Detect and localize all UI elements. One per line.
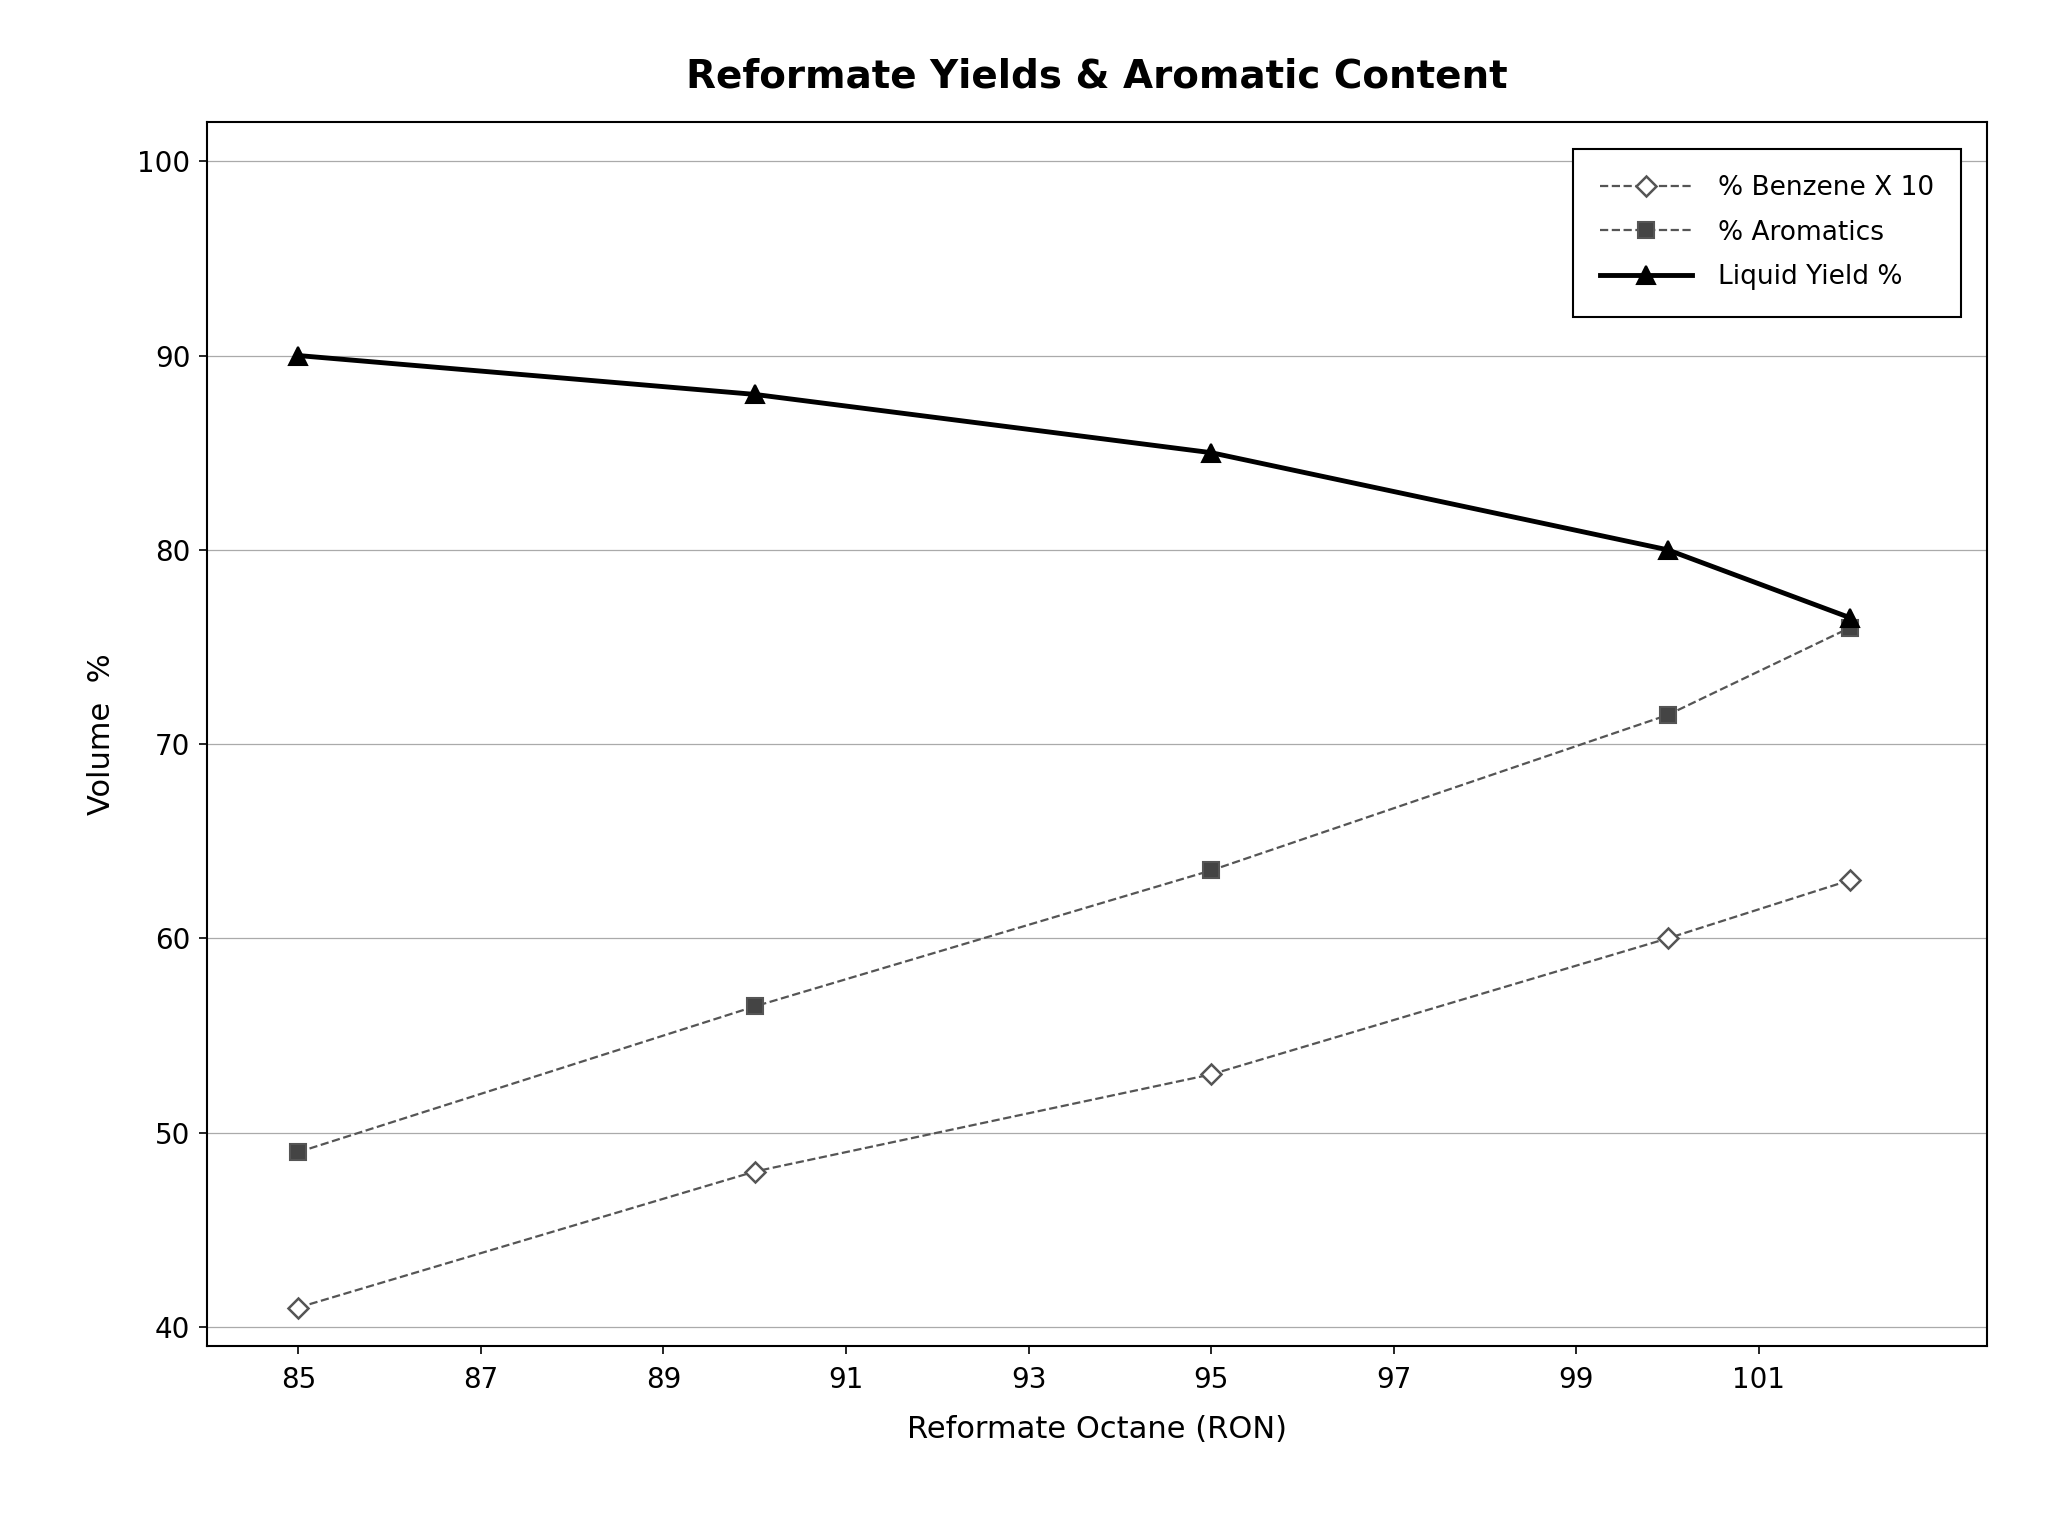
Line: Liquid Yield %: Liquid Yield % — [290, 346, 1859, 627]
% Benzene X 10 — [1199, 1065, 1223, 1083]
Line: % Benzene X 10: % Benzene X 10 — [292, 874, 1857, 1314]
% Aromatics — [1838, 618, 1863, 636]
% Aromatics — [743, 998, 768, 1016]
% Aromatics — [1199, 861, 1223, 880]
% Benzene X 10 — [1656, 929, 1681, 947]
Y-axis label: Volume  %: Volume % — [87, 653, 116, 815]
Liquid Yield % — [1199, 444, 1223, 462]
% Benzene X 10 — [1838, 871, 1863, 889]
Title: Reformate Yields & Aromatic Content: Reformate Yields & Aromatic Content — [687, 58, 1507, 96]
% Aromatics — [1656, 705, 1681, 724]
Liquid Yield % — [1838, 609, 1863, 627]
Legend: % Benzene X 10, % Aromatics, Liquid Yield %: % Benzene X 10, % Aromatics, Liquid Yiel… — [1573, 148, 1960, 317]
Liquid Yield % — [1656, 540, 1681, 558]
Line: % Aromatics: % Aromatics — [290, 620, 1859, 1160]
X-axis label: Reformate Octane (RON): Reformate Octane (RON) — [907, 1415, 1288, 1444]
% Benzene X 10 — [286, 1299, 310, 1317]
% Aromatics — [286, 1143, 310, 1161]
% Benzene X 10 — [743, 1163, 768, 1181]
Liquid Yield % — [286, 346, 310, 364]
Liquid Yield % — [743, 386, 768, 404]
